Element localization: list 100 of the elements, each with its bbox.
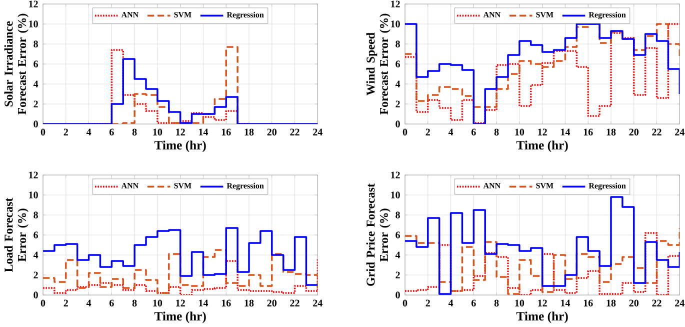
x-tick-label: 16 (222, 128, 231, 136)
x-tick-label: 22 (652, 300, 662, 306)
x-tick-label: 10 (153, 128, 162, 136)
y-tick-label: 2 (34, 100, 38, 108)
x-tick-label: 24 (675, 128, 684, 136)
x-axis-title: Time (hr) (516, 312, 568, 324)
x-tick-label: 10 (515, 128, 524, 136)
y-tick-label: 6 (34, 232, 38, 238)
y-tick-label: 4 (395, 252, 400, 258)
x-tick-label: 6 (472, 300, 476, 306)
x-tick-label: 12 (538, 300, 547, 306)
legend-label: SVM (536, 12, 554, 18)
x-tick-label: 16 (584, 128, 593, 136)
x-tick-label: 18 (244, 128, 254, 136)
x-tick-label: 0 (402, 128, 408, 136)
y-tick-label: 2 (396, 272, 400, 278)
x-tick-label: 0 (40, 128, 46, 136)
x-tick-label: 2 (64, 300, 68, 306)
y-tick-label: 6 (396, 232, 400, 238)
y-tick-label: 8 (34, 212, 38, 218)
x-tick-label: 12 (176, 300, 185, 306)
x-tick-label: 2 (426, 300, 430, 306)
x-tick-label: 0 (40, 300, 46, 306)
y-tick-label: 12 (391, 0, 400, 8)
y-tick-label: 4 (395, 80, 400, 88)
y-tick-label: 4 (33, 252, 38, 258)
x-tick-label: 16 (222, 300, 231, 306)
x-tick-label: 20 (629, 128, 639, 136)
x-tick-label: 8 (494, 300, 499, 306)
x-tick-label: 16 (584, 300, 593, 306)
x-tick-label: 10 (515, 300, 524, 306)
y-tick-label: 12 (29, 172, 38, 178)
y-tick-label: 2 (396, 100, 400, 108)
y-tick-label: 0 (396, 292, 400, 298)
x-axis-title: Time (hr) (154, 140, 206, 152)
x-tick-label: 14 (561, 128, 570, 136)
x-tick-label: 0 (402, 300, 408, 306)
x-tick-label: 8 (494, 128, 499, 136)
x-tick-label: 24 (675, 300, 684, 306)
x-tick-label: 4 (86, 128, 92, 136)
x-tick-label: 22 (290, 128, 300, 136)
y-tick-label: 10 (391, 20, 400, 28)
y-tick-label: 0 (396, 120, 400, 128)
y-tick-label: 8 (396, 212, 400, 218)
y-axis-title: Wind Speed Forecast Error (%) (366, 14, 390, 115)
legend-label: ANN (483, 182, 501, 188)
x-tick-label: 24 (313, 300, 322, 306)
x-tick-label: 14 (199, 300, 208, 306)
legend-label: SVM (174, 182, 192, 188)
x-tick-label: 14 (199, 128, 208, 136)
x-tick-label: 12 (538, 128, 547, 136)
x-tick-label: 20 (267, 300, 277, 306)
x-tick-label: 18 (606, 128, 616, 136)
x-tick-label: 12 (176, 128, 185, 136)
y-tick-label: 12 (391, 172, 400, 178)
x-tick-label: 4 (448, 128, 454, 136)
legend-label: ANN (121, 182, 139, 188)
x-tick-label: 24 (313, 128, 322, 136)
x-tick-label: 22 (290, 300, 300, 306)
y-tick-label: 6 (34, 60, 38, 68)
x-tick-label: 4 (86, 300, 92, 306)
x-tick-label: 18 (244, 300, 254, 306)
y-tick-label: 6 (396, 60, 400, 68)
legend-label: ANN (483, 12, 501, 18)
legend-label: SVM (536, 182, 554, 188)
x-tick-label: 2 (426, 128, 430, 136)
legend-label: SVM (174, 12, 192, 18)
y-axis-title: Grid Price Forecast Error (%) (366, 183, 390, 286)
x-tick-label: 14 (561, 300, 570, 306)
x-tick-label: 8 (132, 300, 137, 306)
y-tick-label: 8 (396, 40, 400, 48)
y-tick-label: 0 (34, 120, 38, 128)
x-tick-label: 6 (110, 300, 114, 306)
y-tick-label: 8 (34, 40, 38, 48)
x-axis-title: Time (hr) (154, 312, 206, 324)
y-tick-label: 0 (34, 292, 38, 298)
x-axis-title: Time (hr) (516, 140, 568, 152)
legend-label: Regression (588, 182, 626, 190)
x-tick-label: 8 (132, 128, 137, 136)
y-tick-label: 4 (33, 80, 38, 88)
y-axis-title: Solar Irradiance Forecast Error (%) (4, 14, 28, 115)
x-tick-label: 6 (110, 128, 114, 136)
y-tick-label: 12 (29, 0, 38, 8)
y-tick-label: 10 (29, 20, 38, 28)
x-tick-label: 22 (652, 128, 662, 136)
x-tick-label: 4 (448, 300, 454, 306)
x-tick-label: 2 (64, 128, 68, 136)
x-tick-label: 18 (606, 300, 616, 306)
x-tick-label: 20 (629, 300, 639, 306)
y-tick-label: 10 (29, 192, 38, 198)
legend-label: Regression (226, 12, 264, 20)
legend-label: ANN (121, 12, 139, 18)
x-tick-label: 6 (472, 128, 476, 136)
legend-label: Regression (588, 12, 626, 20)
y-tick-label: 2 (34, 272, 38, 278)
y-axis-title: Load Forecast Error (%) (4, 198, 28, 272)
y-tick-label: 10 (391, 192, 400, 198)
x-tick-label: 10 (153, 300, 162, 306)
x-tick-label: 20 (267, 128, 277, 136)
legend-label: Regression (226, 182, 264, 190)
